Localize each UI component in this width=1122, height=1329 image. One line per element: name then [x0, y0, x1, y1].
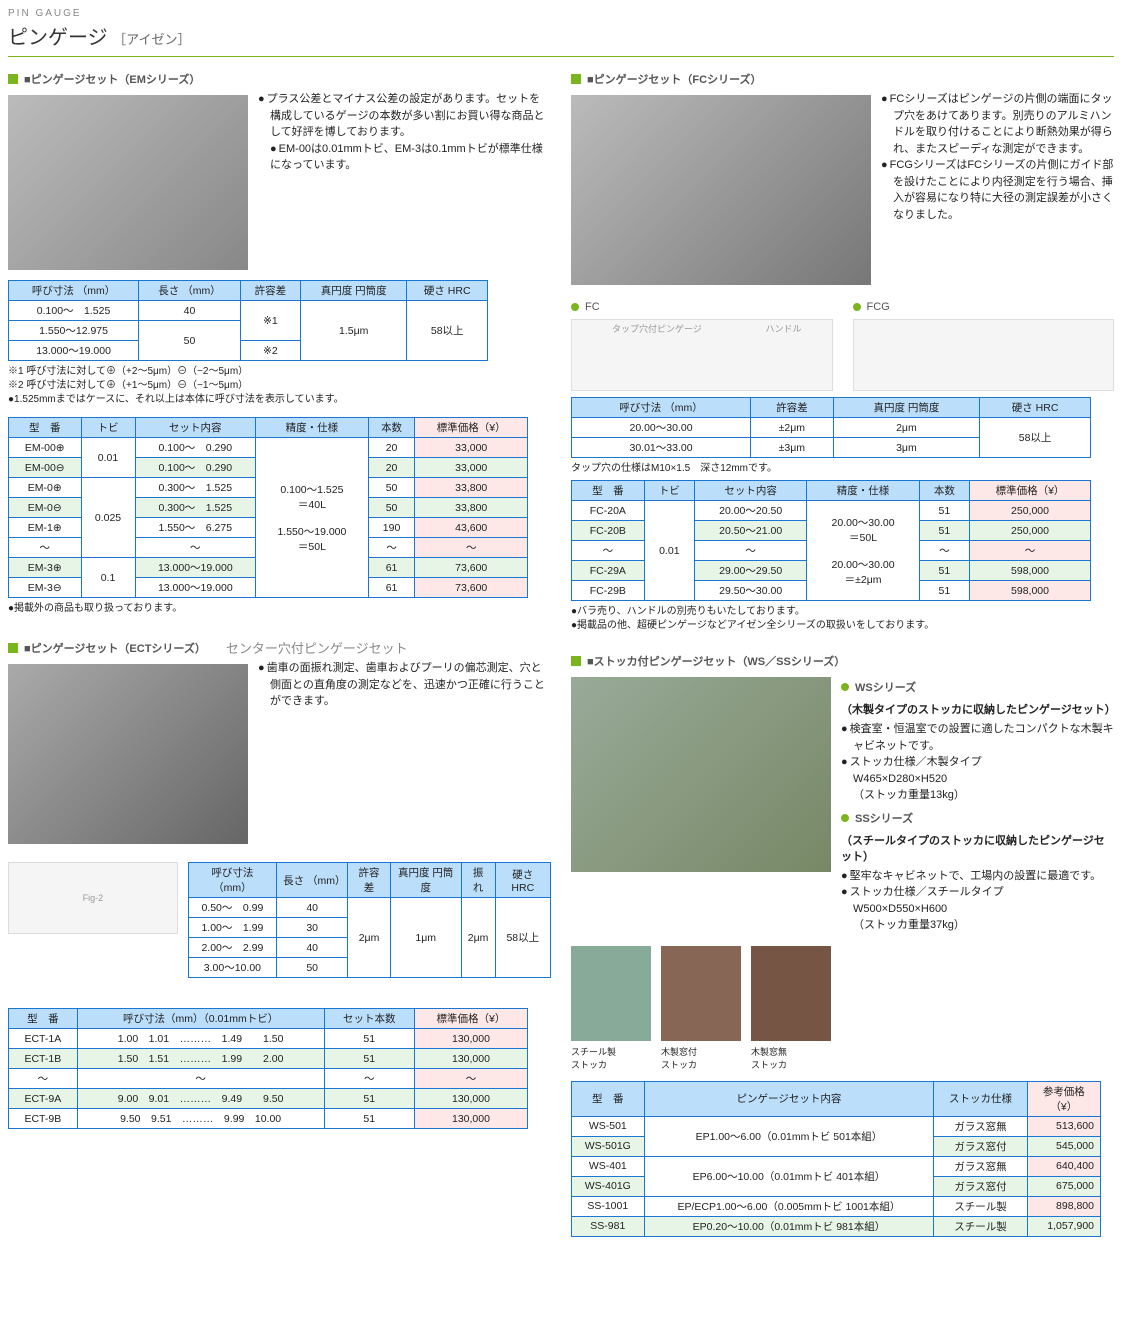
fc-notes2: ●バラ売り、ハンドルの別売りもいたしております。 ●掲載品の他、超硬ピンゲージな…: [571, 605, 1114, 633]
ws-head: ■ストッカ付ピンゲージセット（WS／SSシリーズ）: [571, 653, 1114, 669]
em-note2: ●掲載外の商品も取り扱っております。: [8, 602, 551, 616]
fc-photo: [571, 95, 871, 285]
title: ピンゲージ ［アイゼン］: [8, 21, 1114, 50]
em-head: ■ピンゲージセット（EMシリーズ）: [8, 71, 551, 87]
title-small: PIN GAUGE: [8, 8, 1114, 19]
ect-desc: 歯車の面振れ測定、歯車およびプーリの偏芯測定、穴と側面との直角度の測定などを、迅…: [258, 660, 551, 848]
ect-fig: Fig-2: [8, 862, 178, 934]
ss-sub-head: SSシリーズ: [841, 810, 1114, 826]
divider: [8, 56, 1114, 57]
ws-cabinets: スチール製 ストッカ 木製窓付 ストッカ 木製窓無 ストッカ: [571, 942, 1114, 1071]
fc-price-table: 型 番トビセット内容精度・仕様本数標準価格（¥） FC-20A0.0120.00…: [571, 480, 1091, 601]
ect-head2: センター穴付ピンゲージセット: [226, 636, 408, 660]
right-col: ■ピンゲージセット（FCシリーズ） FCシリーズはピンゲージの片側の端面にタップ…: [571, 67, 1114, 1237]
ws-photo: [571, 677, 831, 872]
fc-head: ■ピンゲージセット（FCシリーズ）: [571, 71, 1114, 87]
em-spec-table: 呼び寸法 （mm）長さ （mm）許容差真円度 円筒度硬さ HRC 0.100～ …: [8, 280, 488, 361]
ect-photo: [8, 664, 248, 844]
em-photo: [8, 95, 248, 270]
ect-spec-table: 呼び寸法 （mm）長さ （mm）許容差真円度 円筒度振れ硬さ HRC 0.50～…: [188, 862, 551, 978]
em-desc: プラス公差とマイナス公差の設定があります。セットを構成しているゲージの本数が多い…: [258, 91, 551, 274]
page-header: PIN GAUGE ピンゲージ ［アイゼン］: [8, 8, 1114, 57]
em-price-table: 型 番トビセット内容精度・仕様本数標準価格（¥） EM-00⊕0.010.100…: [8, 417, 528, 598]
ect-price-table: 型 番呼び寸法（mm）（0.01mmトビ）セット本数標準価格（¥） ECT-1A…: [8, 1008, 528, 1129]
em-spec-notes: ※1 呼び寸法に対して⊕（+2～5μm）⊖（−2～5μm） ※2 呼び寸法に対し…: [8, 365, 551, 407]
fc-spec-table: 呼び寸法 （mm）許容差真円度 円筒度硬さ HRC 20.00～30.00±2μ…: [571, 397, 1091, 458]
fc-desc: FCシリーズはピンゲージの片側の端面にタップ穴をあけてあります。別売りのアルミハ…: [881, 91, 1114, 289]
fcg-diagram: [853, 319, 1115, 391]
fc-sub: FC: [571, 301, 833, 313]
ect-head: ■ピンゲージセット（ECTシリーズ）: [8, 640, 206, 656]
left-col: ■ピンゲージセット（EMシリーズ） プラス公差とマイナス公差の設定があります。セ…: [8, 67, 551, 1237]
fc-spec-note: タップ穴の仕様はM10×1.5 深さ12mmです。: [571, 462, 1114, 476]
fc-diagram: タップ穴付ピンゲージ ハンドル: [571, 319, 833, 391]
ws-sub-head: WSシリーズ: [841, 679, 1114, 695]
ws-price-table: 型 番ピンゲージセット内容ストッカ仕様参考価格 （¥） WS-501EP1.00…: [571, 1081, 1101, 1237]
fcg-sub: FCG: [853, 301, 1115, 313]
